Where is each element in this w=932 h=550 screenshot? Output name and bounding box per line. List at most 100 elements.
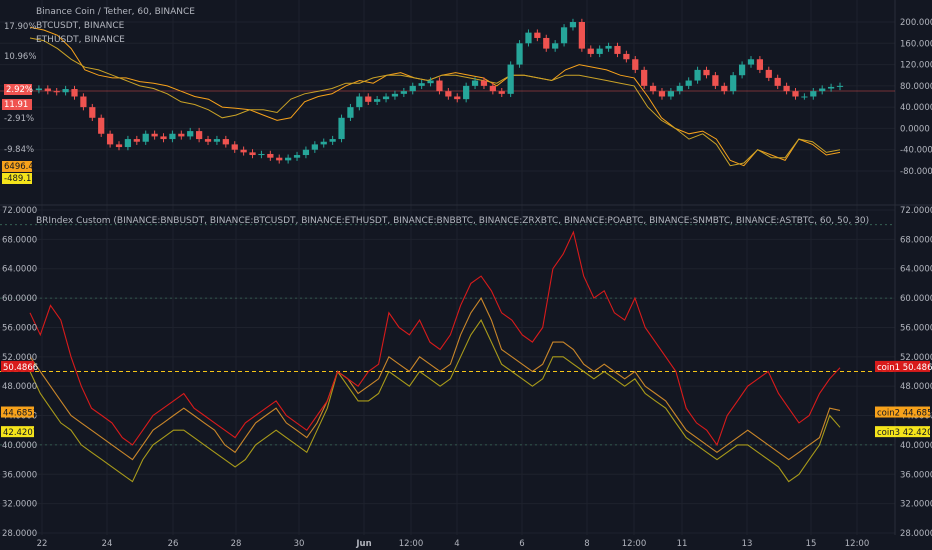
candle-body[interactable] bbox=[382, 96, 390, 100]
x-axis-label[interactable]: Jun bbox=[355, 539, 371, 549]
candle-body[interactable] bbox=[311, 144, 318, 150]
candle-body[interactable] bbox=[632, 59, 639, 70]
candle-body[interactable] bbox=[231, 144, 238, 150]
candle-body[interactable] bbox=[418, 83, 425, 86]
candle-body[interactable] bbox=[400, 91, 407, 94]
candle-body[interactable] bbox=[489, 85, 496, 92]
candle-body[interactable] bbox=[685, 80, 692, 86]
x-axis-label[interactable]: 26 bbox=[168, 539, 179, 549]
candle-body[interactable] bbox=[160, 136, 167, 140]
candle-body[interactable] bbox=[605, 45, 612, 49]
candle-body[interactable] bbox=[516, 43, 523, 65]
candle-body[interactable] bbox=[44, 88, 51, 92]
x-axis-label[interactable]: 4 bbox=[454, 539, 459, 549]
candle-body[interactable] bbox=[187, 131, 194, 137]
candle-body[interactable] bbox=[569, 22, 577, 28]
candle-body[interactable] bbox=[623, 53, 630, 60]
candle-body[interactable] bbox=[222, 139, 229, 145]
candle-body[interactable] bbox=[774, 77, 781, 86]
candle-body[interactable] bbox=[730, 75, 737, 92]
x-axis-label[interactable]: 22 bbox=[37, 539, 48, 549]
candle-body[interactable] bbox=[801, 96, 808, 98]
candle-body[interactable] bbox=[320, 141, 327, 145]
candle-body[interactable] bbox=[507, 64, 514, 94]
candle-body[interactable] bbox=[454, 96, 461, 100]
candle-body[interactable] bbox=[463, 85, 470, 100]
candle-body[interactable] bbox=[204, 139, 212, 142]
x-axis-label[interactable]: 6 bbox=[519, 539, 524, 549]
candle-body[interactable] bbox=[365, 96, 372, 102]
candle-body[interactable] bbox=[649, 85, 657, 92]
candle-body[interactable] bbox=[552, 43, 559, 49]
candle-body[interactable] bbox=[285, 157, 292, 161]
candle-body[interactable] bbox=[329, 139, 336, 142]
price-panel[interactable] bbox=[0, 18, 895, 167]
candle-body[interactable] bbox=[827, 86, 835, 89]
candle-body[interactable] bbox=[436, 80, 443, 92]
time-axis[interactable]: 22 24 26 28 30 Jun 12:00 4 6 8 12:00 11 13 15 12:00 bbox=[37, 539, 870, 549]
candle-body[interactable] bbox=[267, 153, 274, 158]
candle-body[interactable] bbox=[721, 85, 728, 92]
candle-body[interactable] bbox=[587, 48, 594, 54]
candle-body[interactable] bbox=[480, 80, 488, 86]
candle-body[interactable] bbox=[98, 117, 105, 134]
candle-body[interactable] bbox=[276, 157, 283, 161]
candle-body[interactable] bbox=[53, 91, 60, 93]
candle-body[interactable] bbox=[810, 91, 817, 97]
candle-body[interactable] bbox=[133, 139, 140, 142]
candle-body[interactable] bbox=[240, 149, 247, 153]
candle-body[interactable] bbox=[347, 107, 354, 118]
candle-body[interactable] bbox=[560, 27, 568, 44]
candle-body[interactable] bbox=[525, 32, 532, 44]
x-axis-label[interactable]: 24 bbox=[102, 539, 113, 549]
x-axis-label[interactable]: 15 bbox=[806, 539, 817, 549]
candle-body[interactable] bbox=[471, 80, 479, 86]
candle-body[interactable] bbox=[115, 144, 123, 148]
x-axis-label[interactable]: 12:00 bbox=[845, 539, 870, 549]
candle-body[interactable] bbox=[498, 91, 505, 94]
x-axis-label[interactable]: 8 bbox=[584, 539, 589, 549]
x-axis-label[interactable]: 12:00 bbox=[399, 539, 424, 549]
x-axis-label[interactable]: 11 bbox=[677, 539, 688, 549]
candle-body[interactable] bbox=[445, 91, 452, 97]
candle-body[interactable] bbox=[71, 89, 78, 97]
coin1-line[interactable] bbox=[29, 230, 841, 447]
candle-body[interactable] bbox=[543, 37, 550, 49]
candle-body[interactable] bbox=[836, 85, 844, 87]
candle-body[interactable] bbox=[819, 88, 826, 92]
candle-body[interactable] bbox=[427, 80, 434, 84]
x-axis-label[interactable]: 12:00 bbox=[622, 539, 647, 549]
candle-body[interactable] bbox=[747, 59, 755, 65]
candle-body[interactable] bbox=[596, 48, 603, 54]
candle-body[interactable] bbox=[356, 96, 363, 108]
candle-body[interactable] bbox=[738, 64, 746, 76]
candle-body[interactable] bbox=[62, 89, 69, 93]
candle-body[interactable] bbox=[293, 155, 301, 158]
candle-body[interactable] bbox=[258, 153, 265, 156]
legend-bnb[interactable]: Binance Coin / Tether, 60, BINANCE bbox=[36, 7, 195, 17]
candle-body[interactable] bbox=[765, 69, 772, 78]
candle-body[interactable] bbox=[658, 91, 666, 97]
candle-body[interactable] bbox=[614, 45, 621, 54]
candle-body[interactable] bbox=[374, 99, 381, 102]
candle-body[interactable] bbox=[703, 69, 710, 76]
candle-body[interactable] bbox=[792, 91, 799, 97]
coin2-line[interactable] bbox=[29, 297, 841, 461]
candle-body[interactable] bbox=[534, 32, 541, 38]
candle-body[interactable] bbox=[676, 85, 683, 92]
x-axis-label[interactable]: 13 bbox=[742, 539, 753, 549]
legend-btc[interactable]: BTCUSDT, BINANCE bbox=[36, 21, 125, 31]
candle-body[interactable] bbox=[178, 133, 185, 137]
candle-body[interactable] bbox=[196, 131, 203, 140]
candle-body[interactable] bbox=[302, 149, 310, 156]
brindex-panel[interactable] bbox=[0, 224, 895, 483]
indicator-title[interactable]: BRIndex Custom (BINANCE:BNBUSDT, BINANCE… bbox=[36, 216, 869, 226]
candle-body[interactable] bbox=[80, 96, 87, 108]
candle-body[interactable] bbox=[35, 88, 43, 91]
candle-body[interactable] bbox=[249, 152, 256, 156]
x-axis-label[interactable]: 28 bbox=[231, 539, 242, 549]
candle-body[interactable] bbox=[667, 91, 674, 97]
candle-body[interactable] bbox=[409, 85, 416, 92]
candle-body[interactable] bbox=[106, 133, 114, 145]
